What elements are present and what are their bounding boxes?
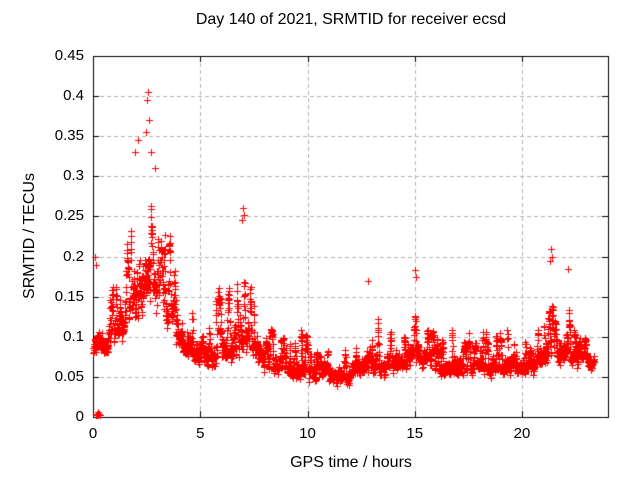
y-tick-label: 0.3: [63, 167, 84, 185]
chart-title: Day 140 of 2021, SRMTID for receiver ecs…: [195, 11, 507, 28]
y-tick-label: 0.1: [63, 327, 84, 345]
x-tick-label: 0: [88, 425, 98, 442]
y-axis-label: SRMTID / TECUs: [21, 173, 38, 299]
y-tick-label: 0.4: [63, 87, 84, 105]
x-tick-label: 15: [406, 425, 424, 442]
y-tick-label: 0: [75, 408, 84, 425]
y-tick-label: 0.35: [54, 127, 84, 145]
x-tick-label: 5: [196, 425, 205, 442]
y-tick-label: 0.25: [54, 207, 84, 225]
x-tick-label: 10: [299, 425, 316, 442]
y-tick-label: 0.2: [63, 247, 84, 265]
y-tick-label: 0.05: [54, 367, 84, 385]
x-tick-label: 20: [513, 425, 531, 442]
y-tick-label: 0.15: [54, 287, 84, 305]
y-tick-label: 0.45: [54, 47, 84, 64]
x-axis-label: GPS time / hours: [290, 454, 412, 471]
